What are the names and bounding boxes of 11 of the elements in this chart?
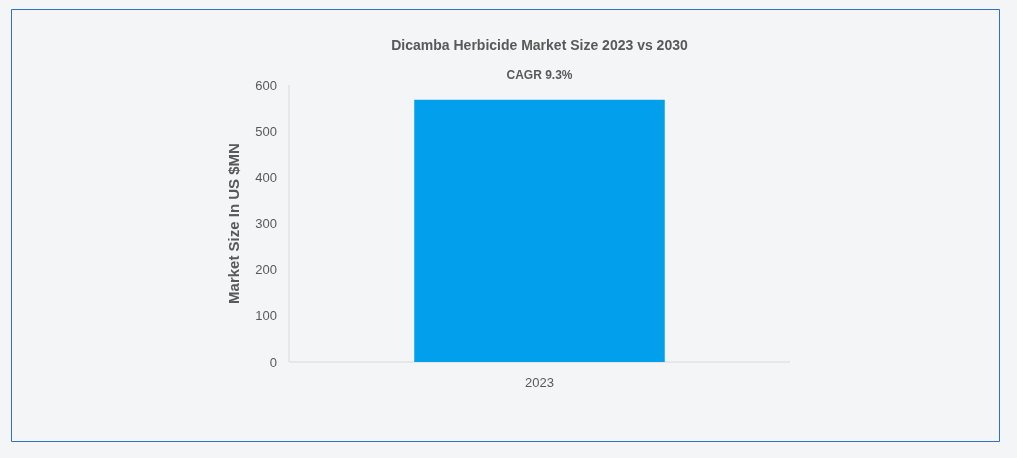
y-tick-label: 100 [255,308,277,324]
y-tick-label: 400 [255,169,277,185]
y-tick-label: 0 [269,354,277,370]
y-tick-label: 300 [255,216,277,232]
y-tick-label: 500 [255,123,277,139]
chart-title: Dicamba Herbicide Market Size 2023 vs 2030 [391,37,688,53]
y-axis-title: Market Size In US $MN [225,143,242,304]
text: CAGR 9.3% [506,68,573,82]
y-tick-label: 200 [255,262,277,278]
y-tick-label: 600 [255,77,277,93]
x-tick-label: 2023 [525,375,554,390]
